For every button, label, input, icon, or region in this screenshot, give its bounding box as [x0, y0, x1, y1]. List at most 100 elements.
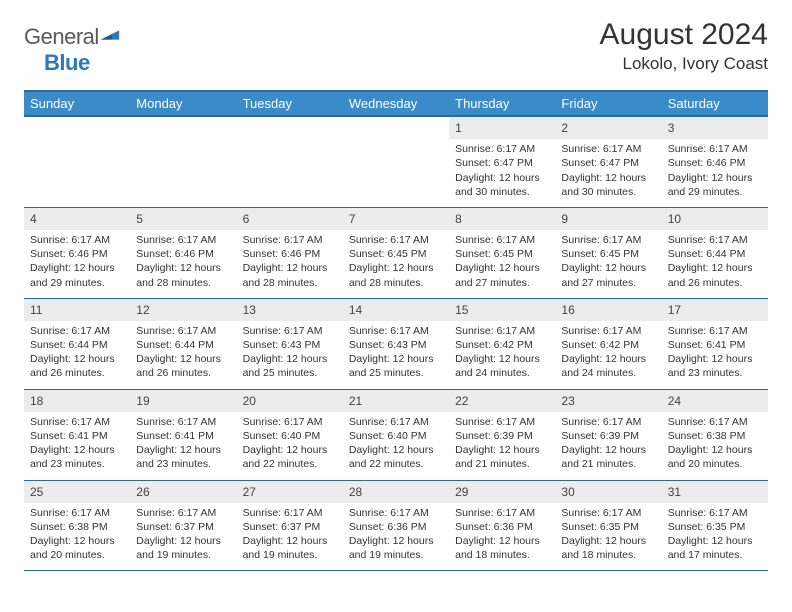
sunrise-line: Sunrise: 6:17 AM — [668, 142, 762, 156]
sunset-line: Sunset: 6:42 PM — [455, 338, 549, 352]
calendar-table: SundayMondayTuesdayWednesdayThursdayFrid… — [24, 90, 768, 571]
sunrise-line: Sunrise: 6:17 AM — [668, 233, 762, 247]
day-number-cell — [343, 116, 449, 139]
sunrise-line: Sunrise: 6:17 AM — [455, 506, 549, 520]
day-detail-cell: Sunrise: 6:17 AMSunset: 6:39 PMDaylight:… — [449, 412, 555, 480]
sunrise-line: Sunrise: 6:17 AM — [455, 233, 549, 247]
sunrise-line: Sunrise: 6:17 AM — [349, 233, 443, 247]
daylight-line: Daylight: 12 hours and 28 minutes. — [243, 261, 337, 289]
day-number-cell: 11 — [24, 298, 130, 321]
logo-text-gray: General — [24, 24, 99, 49]
sunset-line: Sunset: 6:46 PM — [243, 247, 337, 261]
day-number-cell: 25 — [24, 480, 130, 503]
day-number-cell: 21 — [343, 389, 449, 412]
daylight-line: Daylight: 12 hours and 23 minutes. — [136, 443, 230, 471]
day-detail-cell: Sunrise: 6:17 AMSunset: 6:37 PMDaylight:… — [130, 503, 236, 571]
sunset-line: Sunset: 6:45 PM — [455, 247, 549, 261]
day-number-cell: 7 — [343, 207, 449, 230]
sunrise-line: Sunrise: 6:17 AM — [455, 415, 549, 429]
day-number-cell: 10 — [662, 207, 768, 230]
day-detail-cell: Sunrise: 6:17 AMSunset: 6:38 PMDaylight:… — [24, 503, 130, 571]
day-detail-cell: Sunrise: 6:17 AMSunset: 6:43 PMDaylight:… — [237, 321, 343, 389]
day-number-cell: 28 — [343, 480, 449, 503]
day-detail-cell: Sunrise: 6:17 AMSunset: 6:41 PMDaylight:… — [662, 321, 768, 389]
day-number-cell — [237, 116, 343, 139]
day-detail-cell: Sunrise: 6:17 AMSunset: 6:46 PMDaylight:… — [24, 230, 130, 298]
sunset-line: Sunset: 6:43 PM — [349, 338, 443, 352]
day-detail-cell: Sunrise: 6:17 AMSunset: 6:46 PMDaylight:… — [237, 230, 343, 298]
sunrise-line: Sunrise: 6:17 AM — [243, 324, 337, 338]
day-number-cell: 26 — [130, 480, 236, 503]
day-number-cell: 29 — [449, 480, 555, 503]
page-header: General Blue August 2024 Lokolo, Ivory C… — [24, 18, 768, 76]
sunrise-line: Sunrise: 6:17 AM — [668, 506, 762, 520]
sunrise-line: Sunrise: 6:17 AM — [136, 324, 230, 338]
day-detail-cell: Sunrise: 6:17 AMSunset: 6:39 PMDaylight:… — [555, 412, 661, 480]
daylight-line: Daylight: 12 hours and 19 minutes. — [136, 534, 230, 562]
sunrise-line: Sunrise: 6:17 AM — [243, 233, 337, 247]
sunset-line: Sunset: 6:41 PM — [668, 338, 762, 352]
weekday-header: Saturday — [662, 91, 768, 116]
daylight-line: Daylight: 12 hours and 23 minutes. — [668, 352, 762, 380]
day-number-cell: 19 — [130, 389, 236, 412]
day-detail-row: Sunrise: 6:17 AMSunset: 6:41 PMDaylight:… — [24, 412, 768, 480]
day-number-cell: 4 — [24, 207, 130, 230]
sunrise-line: Sunrise: 6:17 AM — [455, 324, 549, 338]
day-number-cell: 31 — [662, 480, 768, 503]
sunset-line: Sunset: 6:46 PM — [136, 247, 230, 261]
daylight-line: Daylight: 12 hours and 24 minutes. — [561, 352, 655, 380]
day-number-row: 25262728293031 — [24, 480, 768, 503]
month-title: August 2024 — [600, 18, 768, 52]
weekday-header: Thursday — [449, 91, 555, 116]
logo-text-blue: Blue — [44, 50, 90, 75]
sunset-line: Sunset: 6:36 PM — [455, 520, 549, 534]
day-number-cell: 2 — [555, 116, 661, 139]
day-detail-row: Sunrise: 6:17 AMSunset: 6:38 PMDaylight:… — [24, 503, 768, 571]
day-detail-cell: Sunrise: 6:17 AMSunset: 6:44 PMDaylight:… — [130, 321, 236, 389]
sunset-line: Sunset: 6:40 PM — [243, 429, 337, 443]
day-number-cell: 13 — [237, 298, 343, 321]
daylight-line: Daylight: 12 hours and 26 minutes. — [668, 261, 762, 289]
weekday-header: Monday — [130, 91, 236, 116]
day-detail-cell: Sunrise: 6:17 AMSunset: 6:38 PMDaylight:… — [662, 412, 768, 480]
day-detail-cell — [237, 139, 343, 207]
day-detail-cell: Sunrise: 6:17 AMSunset: 6:44 PMDaylight:… — [24, 321, 130, 389]
sunset-line: Sunset: 6:37 PM — [136, 520, 230, 534]
sunrise-line: Sunrise: 6:17 AM — [561, 233, 655, 247]
sunrise-line: Sunrise: 6:17 AM — [243, 506, 337, 520]
day-detail-cell: Sunrise: 6:17 AMSunset: 6:41 PMDaylight:… — [130, 412, 236, 480]
sunset-line: Sunset: 6:47 PM — [455, 156, 549, 170]
day-number-cell: 22 — [449, 389, 555, 412]
sunrise-line: Sunrise: 6:17 AM — [561, 506, 655, 520]
sunset-line: Sunset: 6:39 PM — [561, 429, 655, 443]
day-number-cell: 3 — [662, 116, 768, 139]
weekday-header: Wednesday — [343, 91, 449, 116]
day-detail-cell: Sunrise: 6:17 AMSunset: 6:43 PMDaylight:… — [343, 321, 449, 389]
sunrise-line: Sunrise: 6:17 AM — [136, 415, 230, 429]
location-subtitle: Lokolo, Ivory Coast — [600, 54, 768, 74]
day-number-cell: 20 — [237, 389, 343, 412]
sunrise-line: Sunrise: 6:17 AM — [561, 324, 655, 338]
sunset-line: Sunset: 6:46 PM — [30, 247, 124, 261]
sunset-line: Sunset: 6:35 PM — [561, 520, 655, 534]
sunrise-line: Sunrise: 6:17 AM — [349, 506, 443, 520]
day-number-cell: 14 — [343, 298, 449, 321]
day-number-row: 123 — [24, 116, 768, 139]
sunset-line: Sunset: 6:44 PM — [668, 247, 762, 261]
weekday-header: Tuesday — [237, 91, 343, 116]
daylight-line: Daylight: 12 hours and 29 minutes. — [30, 261, 124, 289]
sunrise-line: Sunrise: 6:17 AM — [30, 415, 124, 429]
day-number-cell: 24 — [662, 389, 768, 412]
day-number-cell: 6 — [237, 207, 343, 230]
sunrise-line: Sunrise: 6:17 AM — [30, 506, 124, 520]
daylight-line: Daylight: 12 hours and 20 minutes. — [30, 534, 124, 562]
day-number-cell — [130, 116, 236, 139]
day-detail-cell — [343, 139, 449, 207]
day-detail-cell: Sunrise: 6:17 AMSunset: 6:40 PMDaylight:… — [343, 412, 449, 480]
day-detail-row: Sunrise: 6:17 AMSunset: 6:44 PMDaylight:… — [24, 321, 768, 389]
daylight-line: Daylight: 12 hours and 28 minutes. — [349, 261, 443, 289]
sunset-line: Sunset: 6:37 PM — [243, 520, 337, 534]
day-number-cell: 5 — [130, 207, 236, 230]
title-block: August 2024 Lokolo, Ivory Coast — [600, 18, 768, 74]
day-detail-cell: Sunrise: 6:17 AMSunset: 6:41 PMDaylight:… — [24, 412, 130, 480]
